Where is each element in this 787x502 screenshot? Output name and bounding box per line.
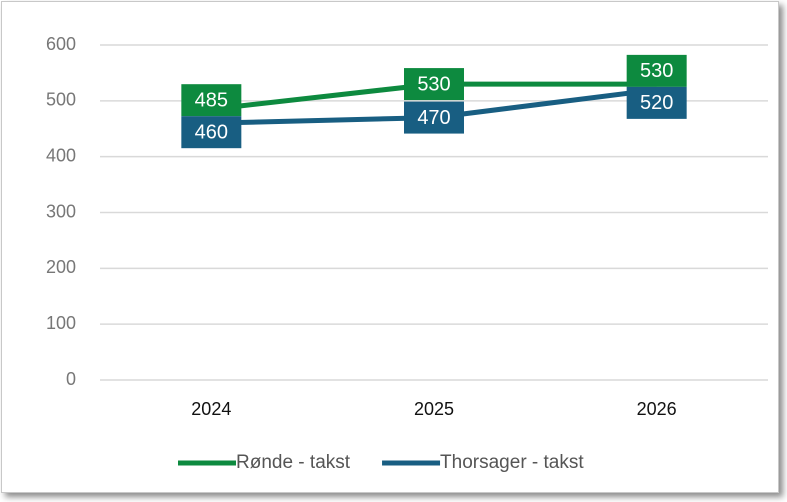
data-label-box (626, 54, 687, 87)
y-tick-label: 100 (46, 313, 76, 333)
data-label: 520 (640, 92, 673, 114)
y-tick-label: 200 (46, 257, 76, 277)
y-tick-label: 600 (46, 34, 76, 54)
data-label: 485 (195, 89, 228, 111)
data-label-box (404, 68, 464, 101)
x-tick-label: 2024 (191, 399, 231, 419)
data-label: 530 (640, 60, 673, 82)
y-tick-label: 500 (46, 90, 76, 110)
data-label-box (181, 116, 242, 149)
x-tick-label: 2026 (637, 399, 677, 419)
legend-label: Thorsager - takst (440, 452, 584, 473)
x-tick-label: 2025 (414, 399, 454, 419)
y-tick-label: 400 (46, 145, 76, 165)
y-tick-label: 0 (66, 369, 76, 389)
data-label: 530 (417, 73, 450, 95)
data-label-box (181, 84, 242, 117)
data-label-box (626, 86, 687, 119)
data-label: 470 (417, 107, 450, 129)
legend-label: Rønde - takst (236, 452, 351, 473)
data-label: 460 (195, 121, 228, 143)
y-tick-label: 300 (46, 201, 76, 221)
data-label-box (404, 101, 464, 134)
